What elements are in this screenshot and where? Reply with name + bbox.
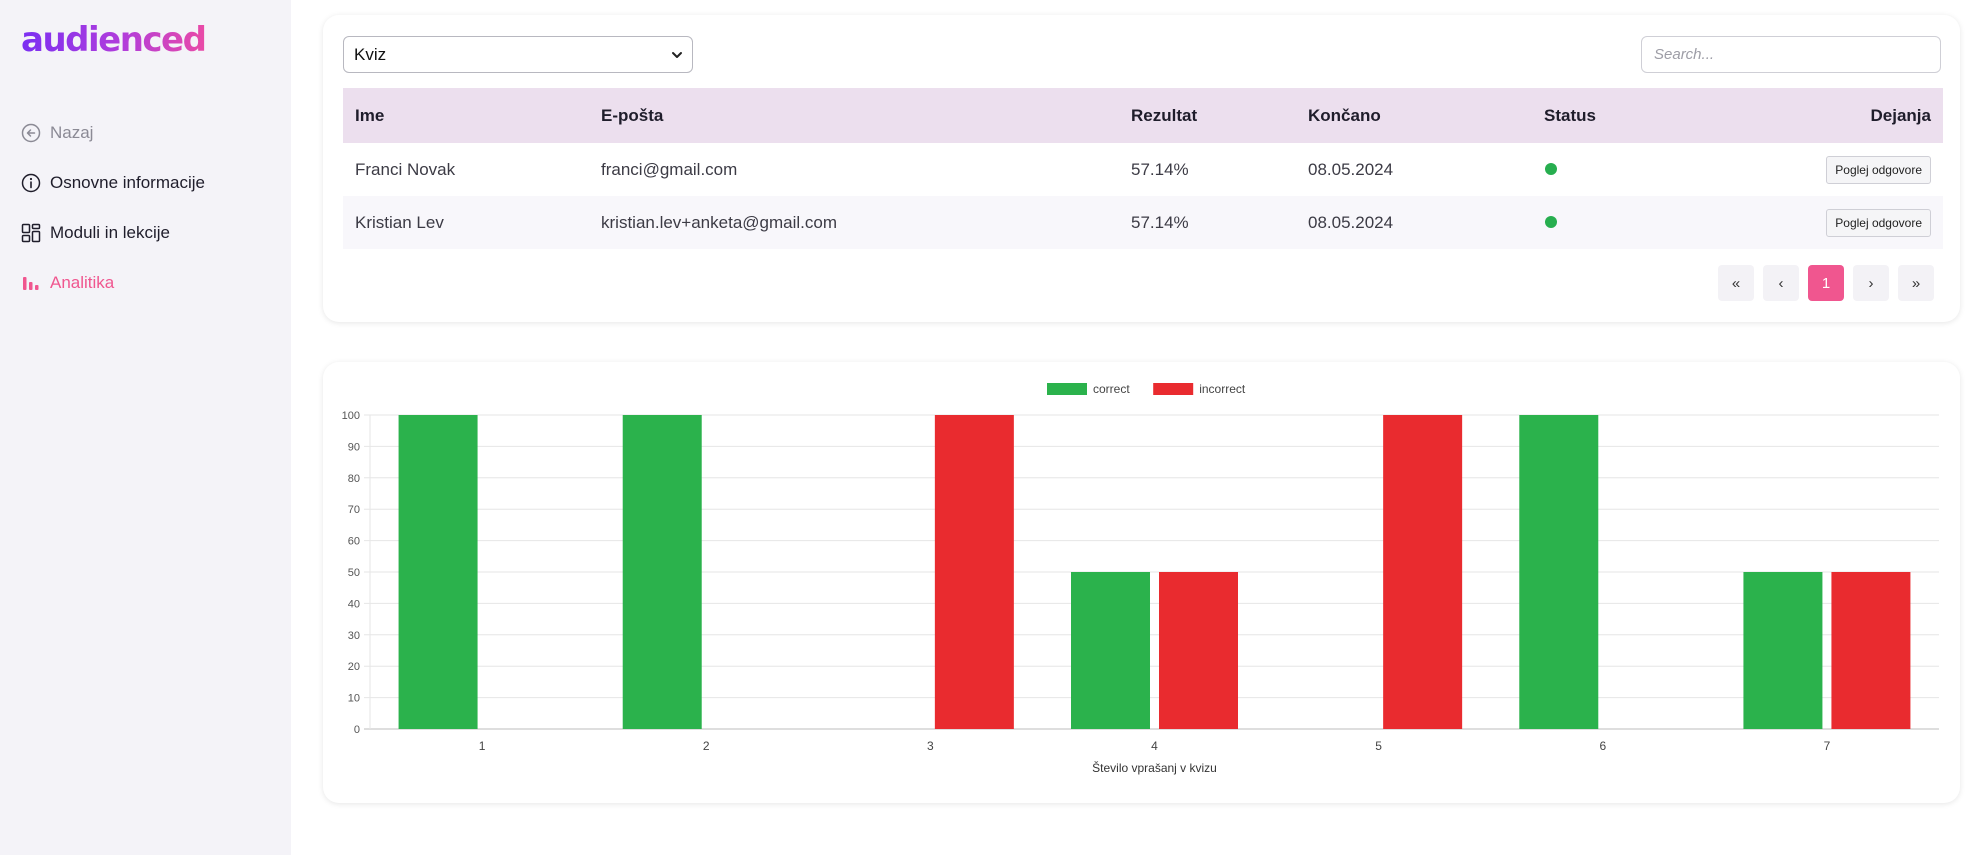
y-tick-label: 70 [348,504,360,516]
page-current-button[interactable]: 1 [1808,265,1844,301]
legend-swatch [1047,383,1087,395]
main-content: Kviz Ime E-pošta Rezultat Končano Status… [291,0,1969,855]
status-dot-icon [1545,162,1557,175]
logo[interactable]: audienced [21,20,207,60]
x-tick-label: 2 [703,739,710,753]
answers-bar-chart: 0 10 20 30 40 50 60 70 80 90 100 1 2 3 4 5 6 7 Število vpr… [342,382,1939,775]
cell-email: kristian.lev+anketa@gmail.com [601,212,837,232]
page-next-button[interactable]: › [1853,265,1889,301]
bar-correct [1519,415,1599,729]
search-input[interactable] [1641,36,1941,73]
sidebar: audienced Nazaj Osnovne informacije Modu… [0,0,291,855]
info-circle-icon [21,173,41,193]
x-tick-label: 4 [1151,739,1158,753]
results-card: Kviz Ime E-pošta Rezultat Končano Status… [323,15,1960,322]
pagination: « ‹ 1 › » [1718,265,1934,301]
sidebar-item-label: Moduli in lekcije [50,223,170,242]
y-tick-label: 30 [348,630,360,642]
bar-incorrect [1831,572,1911,729]
bar-incorrect [934,415,1014,729]
quiz-select-value: Kviz [354,45,387,64]
bar-correct [1071,572,1150,729]
x-tick-label: 7 [1824,739,1831,753]
col-header-email[interactable]: E-pošta [601,105,664,125]
x-tick-label: 5 [1375,739,1382,753]
table-header-row: Ime E-pošta Rezultat Končano Status Deja… [343,88,1943,143]
results-table: Ime E-pošta Rezultat Končano Status Deja… [343,88,1943,249]
sidebar-item-analytics[interactable]: Analitika [21,258,281,308]
layout-grid-icon [21,223,41,243]
cell-name: Franci Novak [355,159,456,179]
cell-score: 57.14% [1131,159,1189,179]
bar-correct [622,415,702,729]
sidebar-item-modules[interactable]: Moduli in lekcije [21,208,281,258]
col-header-score[interactable]: Rezultat [1131,105,1198,125]
y-tick-label: 90 [348,441,360,453]
col-header-status[interactable]: Status [1544,105,1596,125]
sidebar-item-label: Analitika [50,273,115,292]
bar-incorrect [1159,572,1238,729]
y-tick-label: 50 [348,567,360,579]
cell-status [1532,196,1732,249]
quiz-select[interactable]: Kviz [343,36,693,73]
cell-score: 57.14% [1131,212,1189,232]
view-answers-button[interactable]: Poglej odgovore [1826,155,1931,184]
legend-label: incorrect [1199,382,1246,396]
cell-finished: 08.05.2024 [1308,212,1394,232]
page-prev-button[interactable]: ‹ [1763,265,1799,301]
sidebar-item-label: Osnovne informacije [50,173,205,192]
sidebar-nav: Nazaj Osnovne informacije Moduli in lekc… [21,108,281,308]
legend-label: correct [1093,382,1130,396]
cell-actions: Poglej odgovore [1732,143,1943,196]
table-row: Franci Novak franci@gmail.com 57.14% 08.… [343,143,1943,196]
x-tick-label: 3 [927,739,934,753]
cell-finished: 08.05.2024 [1308,159,1394,179]
chevron-down-icon [672,52,682,58]
x-tick-label: 6 [1599,739,1606,753]
col-header-finished[interactable]: Končano [1308,105,1381,125]
col-header-actions: Dejanja [1870,105,1931,125]
cell-status [1532,143,1732,196]
bar-chart-icon [21,273,41,293]
x-tick-label: 1 [479,739,486,753]
arrow-left-circle-icon [21,123,41,143]
sidebar-item-back[interactable]: Nazaj [21,108,281,158]
col-header-name[interactable]: Ime [355,105,385,125]
y-tick-label: 20 [348,661,360,673]
y-tick-label: 100 [342,410,360,422]
x-axis-title: Število vprašanj v kvizu [1092,760,1217,775]
cell-actions: Poglej odgovore [1732,196,1943,249]
cell-name: Kristian Lev [355,212,444,232]
bar-correct [1743,572,1823,729]
y-tick-label: 0 [354,724,360,736]
y-tick-label: 10 [348,693,360,705]
y-tick-label: 60 [348,536,360,548]
y-tick-label: 80 [348,473,360,485]
view-answers-button[interactable]: Poglej odgovore [1826,208,1931,237]
sidebar-item-basic-info[interactable]: Osnovne informacije [21,158,281,208]
cell-email: franci@gmail.com [601,159,738,179]
chart-card: 0 10 20 30 40 50 60 70 80 90 100 1 2 3 4 5 6 7 Število vpr… [323,362,1960,803]
bar-correct [398,415,478,729]
status-dot-icon [1545,215,1557,228]
page-first-button[interactable]: « [1718,265,1754,301]
page-last-button[interactable]: » [1898,265,1934,301]
y-tick-label: 40 [348,598,360,610]
bar-incorrect [1383,415,1463,729]
table-row: Kristian Lev kristian.lev+anketa@gmail.c… [343,196,1943,249]
legend-swatch [1153,383,1194,395]
sidebar-item-label: Nazaj [50,123,94,142]
